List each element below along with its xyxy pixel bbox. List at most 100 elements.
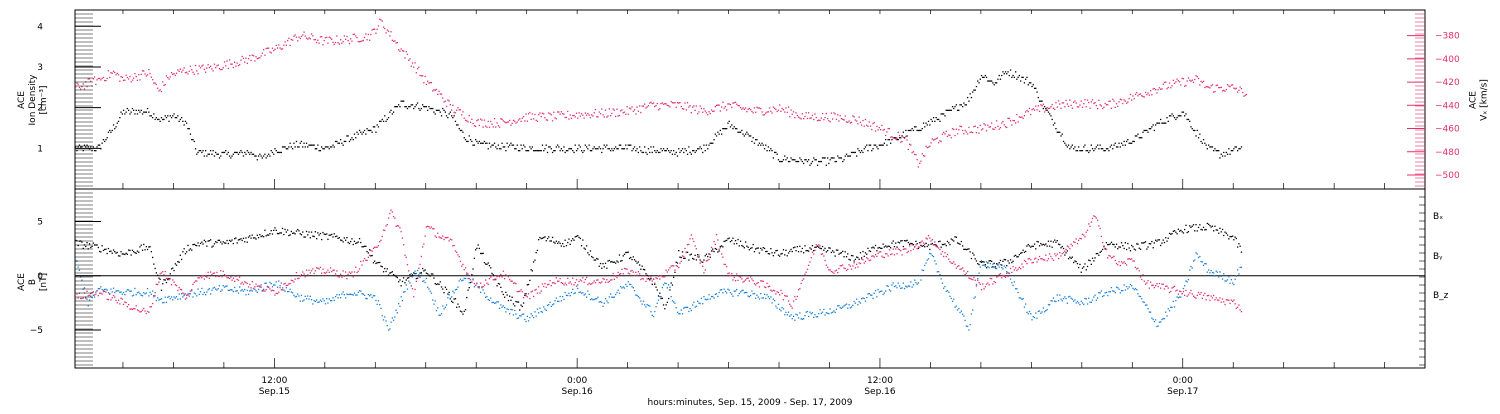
top-series-pink-point bbox=[895, 138, 897, 140]
bottom-series-blue-point bbox=[438, 314, 440, 316]
top-series-pink-point bbox=[362, 39, 364, 42]
top-series-black-point bbox=[463, 137, 465, 139]
bottom-series-blue-point bbox=[371, 296, 373, 299]
bottom-series-black-point bbox=[162, 283, 164, 285]
top-series-black-point bbox=[340, 139, 342, 141]
top-series-black-point bbox=[991, 80, 993, 82]
top-series-pink-point bbox=[469, 121, 472, 123]
top-series-pink-point bbox=[1073, 101, 1075, 103]
bottom-series-pink-point bbox=[809, 261, 811, 263]
bottom-series-blue-point bbox=[288, 290, 290, 293]
top-series-pink-point bbox=[1095, 104, 1097, 107]
bottom-series-pink-point bbox=[241, 281, 243, 284]
bottom-series-black-point bbox=[150, 251, 152, 253]
bottom-series-black-point bbox=[729, 241, 732, 243]
bottom-series-blue-point bbox=[948, 291, 950, 293]
bottom-series-blue-point bbox=[905, 285, 907, 287]
top-series-pink-point bbox=[1177, 80, 1179, 82]
bottom-series-blue-point bbox=[1237, 269, 1239, 271]
top-series-pink-point bbox=[260, 55, 262, 57]
top-series-black-point bbox=[500, 148, 502, 150]
bottom-series-blue-point bbox=[951, 300, 954, 302]
bottom-series-blue-point bbox=[560, 300, 562, 302]
bottom-series-black-point bbox=[120, 251, 122, 253]
top-series-pink-point bbox=[369, 39, 371, 41]
top-series-pink-point bbox=[189, 65, 192, 67]
top-series-pink-point bbox=[268, 47, 270, 49]
top-series-pink-point bbox=[160, 90, 163, 93]
top-series-black-point bbox=[452, 117, 454, 119]
bottom-series-blue-point bbox=[670, 296, 672, 298]
bottom-series-blue-point bbox=[1060, 298, 1062, 300]
bottom-series-black-point bbox=[530, 269, 532, 271]
bottom-series-blue-point bbox=[279, 285, 281, 287]
top-series-pink-point bbox=[1104, 102, 1106, 105]
bottom-series-blue-point bbox=[932, 256, 935, 258]
top-series-pink-point bbox=[87, 78, 89, 80]
bottom-series-pink-point bbox=[141, 309, 144, 311]
top-series-black-point bbox=[907, 129, 909, 132]
top-series-black-point bbox=[82, 150, 84, 152]
bottom-series-blue-point bbox=[943, 287, 945, 289]
bottom-series-black-point bbox=[940, 246, 942, 248]
bottom-series-pink-point bbox=[695, 248, 697, 250]
top-series-black-point bbox=[1208, 144, 1210, 146]
top-series-black-point bbox=[515, 148, 517, 150]
top-series-pink-point bbox=[867, 125, 869, 127]
bottom-series-pink-point bbox=[888, 249, 891, 251]
bottom-series-blue-point bbox=[924, 264, 926, 267]
top-series-black-point bbox=[337, 142, 339, 144]
top-series-black-point bbox=[99, 144, 101, 146]
top-series-black-point bbox=[414, 106, 416, 108]
bottom-series-black-point bbox=[259, 234, 261, 236]
bottom-series-pink-point bbox=[866, 257, 868, 259]
bottom-series-pink-point bbox=[915, 244, 917, 246]
top-series-black-point bbox=[345, 140, 347, 143]
top-series-pink-point bbox=[242, 57, 245, 59]
bottom-series-blue-point bbox=[1070, 297, 1072, 299]
top-series-black-point bbox=[1110, 144, 1113, 146]
bottom-series-blue-point bbox=[380, 307, 382, 309]
top-series-pink-point bbox=[471, 118, 473, 120]
bottom-series-blue-point bbox=[144, 293, 146, 295]
bottom-series-blue-point bbox=[1065, 297, 1067, 300]
bottom-series-pink-point bbox=[748, 280, 750, 282]
top-series-pink-point bbox=[273, 49, 275, 52]
bottom-series-black-point bbox=[329, 234, 332, 236]
bottom-series-black-point bbox=[762, 247, 764, 249]
bottom-series-blue-point bbox=[651, 314, 653, 316]
top-series-black-point bbox=[189, 133, 192, 135]
top-series-pink-point bbox=[544, 117, 546, 119]
top-series-pink-point bbox=[1234, 88, 1236, 90]
bottom-series-black-point bbox=[594, 259, 597, 261]
bottom-series-pink-point bbox=[443, 238, 445, 241]
bottom-series-blue-point bbox=[1091, 299, 1094, 301]
top-series-black-point bbox=[1056, 131, 1058, 133]
top-series-pink-point bbox=[1194, 78, 1196, 81]
top-series-pink-point bbox=[1150, 90, 1152, 92]
bottom-series-blue-point bbox=[198, 293, 200, 295]
top-series-black-point bbox=[1074, 146, 1076, 148]
bottom-series-pink-point bbox=[953, 261, 955, 263]
bottom-series-black-point bbox=[77, 244, 79, 247]
top-series-black-point bbox=[294, 146, 296, 148]
top-series-pink-point bbox=[755, 111, 757, 113]
top-series-pink-point bbox=[845, 121, 848, 123]
bottom-series-black-point bbox=[959, 243, 961, 245]
top-series-pink-point bbox=[975, 132, 978, 134]
top-series-black-point bbox=[483, 140, 486, 143]
top-series-black-point bbox=[1088, 151, 1090, 154]
bottom-series-blue-point bbox=[1214, 275, 1216, 277]
bottom-series-pink-point bbox=[739, 276, 742, 278]
bottom-series-pink-point bbox=[734, 280, 737, 282]
bottom-series-black-point bbox=[925, 242, 927, 244]
top-series-black-point bbox=[179, 118, 181, 121]
bottom-series-black-point bbox=[608, 259, 610, 262]
bottom-series-black-point bbox=[606, 267, 608, 269]
top-series-black-point bbox=[982, 76, 984, 78]
bottom-series-pink-point bbox=[914, 246, 916, 248]
bottom-series-black-point bbox=[540, 237, 542, 240]
bottom-series-black-point bbox=[1033, 243, 1036, 245]
top-series-pink-point bbox=[1004, 126, 1007, 128]
bottom-series-blue-point bbox=[1027, 313, 1029, 315]
